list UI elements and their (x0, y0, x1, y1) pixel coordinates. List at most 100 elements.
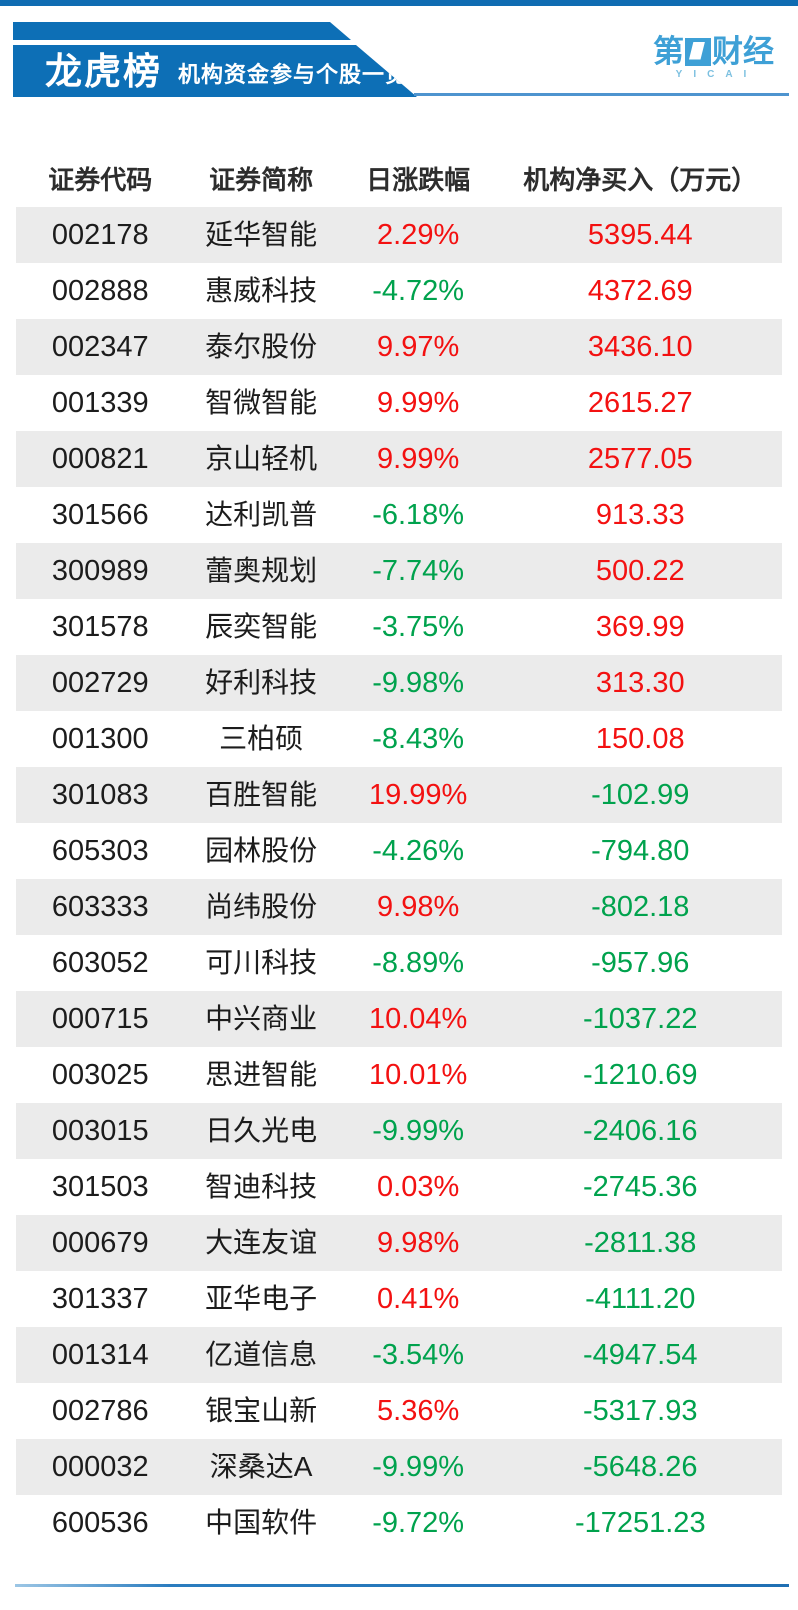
cell-daily-change: -7.74% (372, 554, 465, 587)
cell-stock-code: 000821 (51, 442, 149, 475)
cell-daily-change: -9.99% (372, 1114, 465, 1147)
logo-char-suffix: 财经 (712, 34, 774, 69)
logo-letters: YICAI (675, 69, 758, 80)
cell-stock-code: 000715 (51, 1002, 149, 1035)
table-row: 000679 大连友谊 9.98% -2811.38 (16, 1215, 782, 1271)
cell-net-buy: -1037.22 (583, 1002, 698, 1035)
cell-daily-change: 19.99% (368, 778, 468, 811)
cell-stock-code: 301083 (51, 778, 149, 811)
table-body: 002178 延华智能 2.29% 5395.44 002888 惠威科技 -4.72% 43… (16, 207, 782, 1551)
cell-stock-code: 000032 (51, 1450, 149, 1483)
cell-stock-name: 泰尔股份 (205, 331, 318, 362)
cell-net-buy: -794.80 (591, 834, 690, 867)
masthead-rule (414, 93, 789, 96)
cell-stock-code: 301566 (51, 498, 149, 531)
cell-net-buy: 313.30 (595, 666, 685, 699)
table-row: 000715 中兴商业 10.04% -1037.22 (16, 991, 782, 1047)
cell-net-buy: -1210.69 (583, 1058, 698, 1091)
cell-stock-name: 亚华电子 (205, 1283, 318, 1314)
table-row: 301503 智迪科技 0.03% -2745.36 (16, 1159, 782, 1215)
cell-stock-code: 001300 (51, 722, 149, 755)
title-ribbon: 龙虎榜 机构资金参与个股一览 (13, 45, 417, 97)
cell-stock-name: 百胜智能 (205, 779, 318, 810)
page-subtitle: 机构资金参与个股一览 (178, 62, 409, 87)
cell-stock-name: 中国软件 (205, 1507, 318, 1538)
cell-stock-code: 301578 (51, 610, 149, 643)
cell-stock-name: 延华智能 (205, 219, 318, 250)
cell-net-buy: 5395.44 (587, 218, 693, 251)
cell-stock-code: 002178 (51, 218, 149, 251)
table-row: 603333 尚纬股份 9.98% -802.18 (16, 879, 782, 935)
cell-stock-name: 中兴商业 (205, 1003, 318, 1034)
yicai-logo: 第 财经 YICAI (653, 36, 774, 80)
table-row: 002347 泰尔股份 9.97% 3436.10 (16, 319, 782, 375)
cell-daily-change: 5.36% (377, 1394, 460, 1427)
table-row: 301083 百胜智能 19.99% -102.99 (16, 767, 782, 823)
cell-stock-code: 603052 (51, 946, 149, 979)
table-row: 002786 银宝山新 5.36% -5317.93 (16, 1383, 782, 1439)
cell-net-buy: 2577.05 (587, 442, 693, 475)
cell-stock-code: 600536 (51, 1506, 149, 1539)
cell-stock-name: 思进智能 (205, 1059, 318, 1090)
cell-stock-name: 日久光电 (205, 1115, 318, 1146)
cell-stock-name: 亿道信息 (205, 1339, 318, 1370)
cell-daily-change: -6.18% (372, 498, 465, 531)
cell-net-buy: 500.22 (595, 554, 685, 587)
cell-stock-code: 002786 (51, 1394, 149, 1427)
cell-stock-code: 001339 (51, 386, 149, 419)
cell-net-buy: 4372.69 (587, 274, 693, 307)
cell-stock-code: 003025 (51, 1058, 149, 1091)
cell-net-buy: 913.33 (595, 498, 685, 531)
top-accent-bar (0, 0, 798, 6)
table-row: 605303 园林股份 -4.26% -794.80 (16, 823, 782, 879)
table-header-row: 证券代码 证券简称 日涨跌幅 机构净买入（万元） (16, 152, 782, 207)
cell-stock-code: 002729 (51, 666, 149, 699)
cell-daily-change: 9.99% (377, 386, 460, 419)
cell-net-buy: -2811.38 (584, 1226, 697, 1259)
cell-net-buy: -17251.23 (574, 1506, 706, 1539)
column-header-net: 机构净买入（万元） (523, 164, 758, 195)
cell-net-buy: -2406.16 (583, 1114, 698, 1147)
cell-stock-code: 301503 (51, 1170, 149, 1203)
cell-stock-name: 银宝山新 (205, 1395, 318, 1426)
cell-stock-code: 002888 (51, 274, 149, 307)
logo-char-prefix: 第 (653, 34, 684, 69)
cell-daily-change: 0.03% (377, 1170, 460, 1203)
table-row: 002178 延华智能 2.29% 5395.44 (16, 207, 782, 263)
bottom-rule (15, 1584, 789, 1587)
cell-daily-change: 9.99% (377, 442, 460, 475)
cell-stock-code: 001314 (51, 1338, 149, 1371)
cell-stock-name: 三柏硕 (219, 723, 304, 754)
table-row: 301578 辰奕智能 -3.75% 369.99 (16, 599, 782, 655)
cell-stock-code: 000679 (51, 1226, 149, 1259)
cell-net-buy: -802.18 (591, 890, 690, 923)
cell-daily-change: 9.98% (377, 890, 460, 923)
cell-stock-name: 大连友谊 (205, 1227, 318, 1258)
cell-stock-code: 301337 (51, 1282, 149, 1315)
cell-net-buy: -4111.20 (585, 1282, 696, 1315)
table-row: 300989 蕾奥规划 -7.74% 500.22 (16, 543, 782, 599)
cell-net-buy: -957.96 (591, 946, 690, 979)
cell-stock-name: 尚纬股份 (205, 891, 318, 922)
cell-daily-change: -9.98% (372, 666, 465, 699)
cell-daily-change: -8.89% (372, 946, 465, 979)
cell-daily-change: -9.99% (372, 1450, 465, 1483)
column-header-name: 证券简称 (209, 164, 314, 195)
cell-stock-name: 园林股份 (205, 835, 318, 866)
table-row: 001314 亿道信息 -3.54% -4947.54 (16, 1327, 782, 1383)
cell-stock-name: 智微智能 (205, 387, 318, 418)
cell-daily-change: 2.29% (377, 218, 460, 251)
cell-stock-code: 300989 (51, 554, 149, 587)
cell-net-buy: 2615.27 (587, 386, 693, 419)
cell-stock-name: 深桑达A (209, 1451, 313, 1482)
cell-daily-change: 9.97% (377, 330, 460, 363)
cell-net-buy: -5317.93 (583, 1394, 698, 1427)
cell-stock-name: 好利科技 (205, 667, 318, 698)
column-header-code: 证券代码 (48, 164, 153, 195)
cell-net-buy: -102.99 (591, 778, 690, 811)
cell-daily-change: -8.43% (372, 722, 465, 755)
cell-daily-change: -9.72% (372, 1506, 465, 1539)
cell-daily-change: -4.26% (372, 834, 465, 867)
cell-net-buy: 150.08 (595, 722, 685, 755)
cell-daily-change: -3.54% (372, 1338, 465, 1371)
